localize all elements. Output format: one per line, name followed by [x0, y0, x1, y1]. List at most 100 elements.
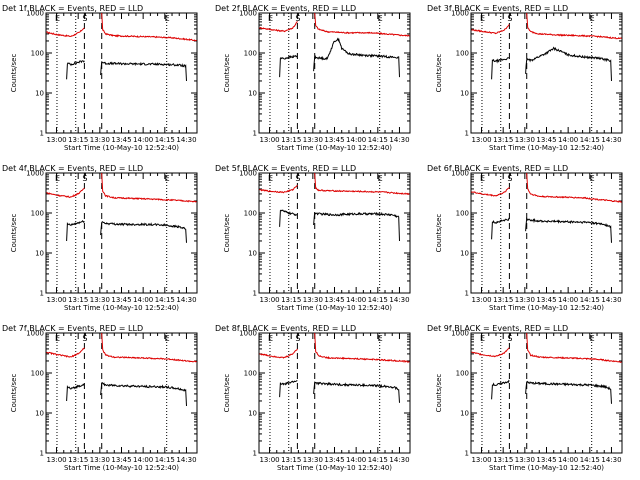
x-tick-label: 14:00: [346, 456, 366, 464]
x-tick-label: 13:30: [515, 136, 535, 144]
chart-panel-4: Det 4f BLACK = Events, RED = LLD 1 10 100 10…: [2, 164, 198, 312]
event-marker-label: S: [507, 334, 512, 343]
chart-panel-3: Det 3f BLACK = Events, RED = LLD 1 10 100 10…: [427, 4, 623, 152]
y-tick-label: 1: [253, 130, 257, 138]
chart-panel-5: Det 5f BLACK = Events, RED = LLD 1 10 100 10…: [215, 164, 411, 312]
x-tick-label: 14:30: [176, 136, 196, 144]
x-axis-label: Start Time (10-May-10 12:52:40): [64, 144, 179, 152]
x-tick-label: 14:00: [558, 456, 578, 464]
x-tick-label: 13:15: [493, 296, 513, 304]
chart-panel-8: Det 8f BLACK = Events, RED = LLD 1 10 100 10…: [215, 324, 411, 472]
x-tick-label: 14:15: [155, 296, 175, 304]
panel-title: Det 8f BLACK = Events, RED = LLD: [215, 324, 356, 333]
y-tick-label: 10: [248, 410, 257, 418]
y-tick-label: 100: [244, 50, 257, 58]
event-marker-label: E: [55, 14, 60, 23]
series-line-events: [100, 61, 187, 82]
x-tick-label: 13:45: [536, 456, 556, 464]
y-axis-label: Counts/sec: [435, 214, 443, 253]
series-line-events: [313, 37, 400, 78]
plot-frame: [470, 332, 623, 454]
y-tick-label: 10: [460, 410, 469, 418]
event-marker-label: E: [55, 334, 60, 343]
x-tick-label: 13:00: [471, 296, 491, 304]
x-axis-label: Start Time (10-May-10 12:52:40): [64, 464, 179, 472]
x-tick-label: 13:30: [303, 456, 323, 464]
series-line-lld: [471, 24, 510, 35]
plot-frame: [470, 12, 623, 134]
x-tick-label: 13:45: [324, 296, 344, 304]
series-line-lld: [46, 347, 85, 358]
x-tick-label: 13:30: [90, 136, 110, 144]
series-line-lld: [471, 347, 510, 358]
x-tick-label: 14:30: [389, 296, 409, 304]
series-line-events: [525, 217, 612, 243]
panel-title: Det 3f BLACK = Events, RED = LLD: [427, 4, 568, 13]
event-marker-label: E: [165, 174, 170, 183]
x-tick-label: 13:30: [303, 136, 323, 144]
y-tick-label: 10: [35, 90, 44, 98]
series-line-lld: [526, 332, 622, 363]
y-tick-label: 1: [465, 450, 469, 458]
y-tick-label: 1000: [26, 330, 44, 338]
x-tick-label: 13:15: [68, 296, 88, 304]
x-tick-label: 13:45: [111, 456, 131, 464]
event-marker-label: E: [268, 334, 273, 343]
event-marker-label: S: [82, 14, 87, 23]
x-tick-label: 13:30: [515, 456, 535, 464]
x-tick-label: 13:30: [90, 456, 110, 464]
y-tick-label: 1: [253, 290, 257, 298]
x-tick-label: 13:15: [493, 136, 513, 144]
event-marker-label: E: [480, 14, 485, 23]
series-line-events: [491, 57, 510, 80]
plot-frame: [45, 172, 198, 294]
x-tick-label: 14:30: [176, 456, 196, 464]
panel-title: Det 4f BLACK = Events, RED = LLD: [2, 164, 143, 173]
y-tick-label: 100: [456, 370, 469, 378]
y-tick-label: 100: [456, 210, 469, 218]
plot-frame: [45, 12, 198, 134]
series-line-events: [525, 46, 612, 82]
series-line-events: [279, 380, 298, 398]
y-tick-label: 1000: [26, 170, 44, 178]
x-tick-label: 13:15: [68, 456, 88, 464]
x-tick-label: 14:00: [133, 456, 153, 464]
series-line-events: [525, 380, 612, 404]
x-tick-label: 14:30: [389, 456, 409, 464]
chart-panel-1: Det 1f BLACK = Events, RED = LLD 1 10 100 10…: [2, 4, 198, 152]
y-tick-label: 1: [253, 450, 257, 458]
y-tick-label: 1000: [239, 10, 257, 18]
series-line-lld: [314, 12, 410, 37]
x-tick-label: 14:00: [133, 296, 153, 304]
x-tick-label: 14:00: [133, 136, 153, 144]
x-tick-label: 13:30: [303, 296, 323, 304]
x-axis-label: Start Time (10-May-10 12:52:40): [277, 144, 392, 152]
x-axis-label: Start Time (10-May-10 12:52:40): [277, 304, 392, 312]
x-tick-label: 14:00: [558, 296, 578, 304]
y-axis-label: Counts/sec: [435, 54, 443, 93]
event-marker-label: S: [295, 174, 300, 183]
y-tick-label: 1000: [239, 330, 257, 338]
panel-title: Det 5f BLACK = Events, RED = LLD: [215, 164, 356, 173]
panel-title: Det 7f BLACK = Events, RED = LLD: [2, 324, 143, 333]
x-tick-label: 14:15: [580, 296, 600, 304]
series-line-lld: [526, 172, 622, 204]
series-line-events: [100, 220, 187, 243]
x-tick-label: 14:15: [368, 296, 388, 304]
y-axis-label: Counts/sec: [10, 54, 18, 93]
y-tick-label: 1000: [26, 10, 44, 18]
series-line-events: [313, 211, 400, 242]
event-marker-label: E: [165, 14, 170, 23]
y-tick-label: 1: [40, 290, 44, 298]
x-axis-label: Start Time (10-May-10 12:52:40): [277, 464, 392, 472]
y-axis-label: Counts/sec: [223, 54, 231, 93]
x-tick-label: 14:00: [346, 136, 366, 144]
event-marker-label: E: [590, 334, 595, 343]
y-tick-label: 100: [31, 210, 44, 218]
x-tick-label: 14:15: [580, 136, 600, 144]
y-tick-label: 1000: [451, 10, 469, 18]
x-tick-label: 14:30: [389, 136, 409, 144]
x-tick-label: 14:30: [601, 456, 621, 464]
x-tick-label: 13:45: [536, 296, 556, 304]
